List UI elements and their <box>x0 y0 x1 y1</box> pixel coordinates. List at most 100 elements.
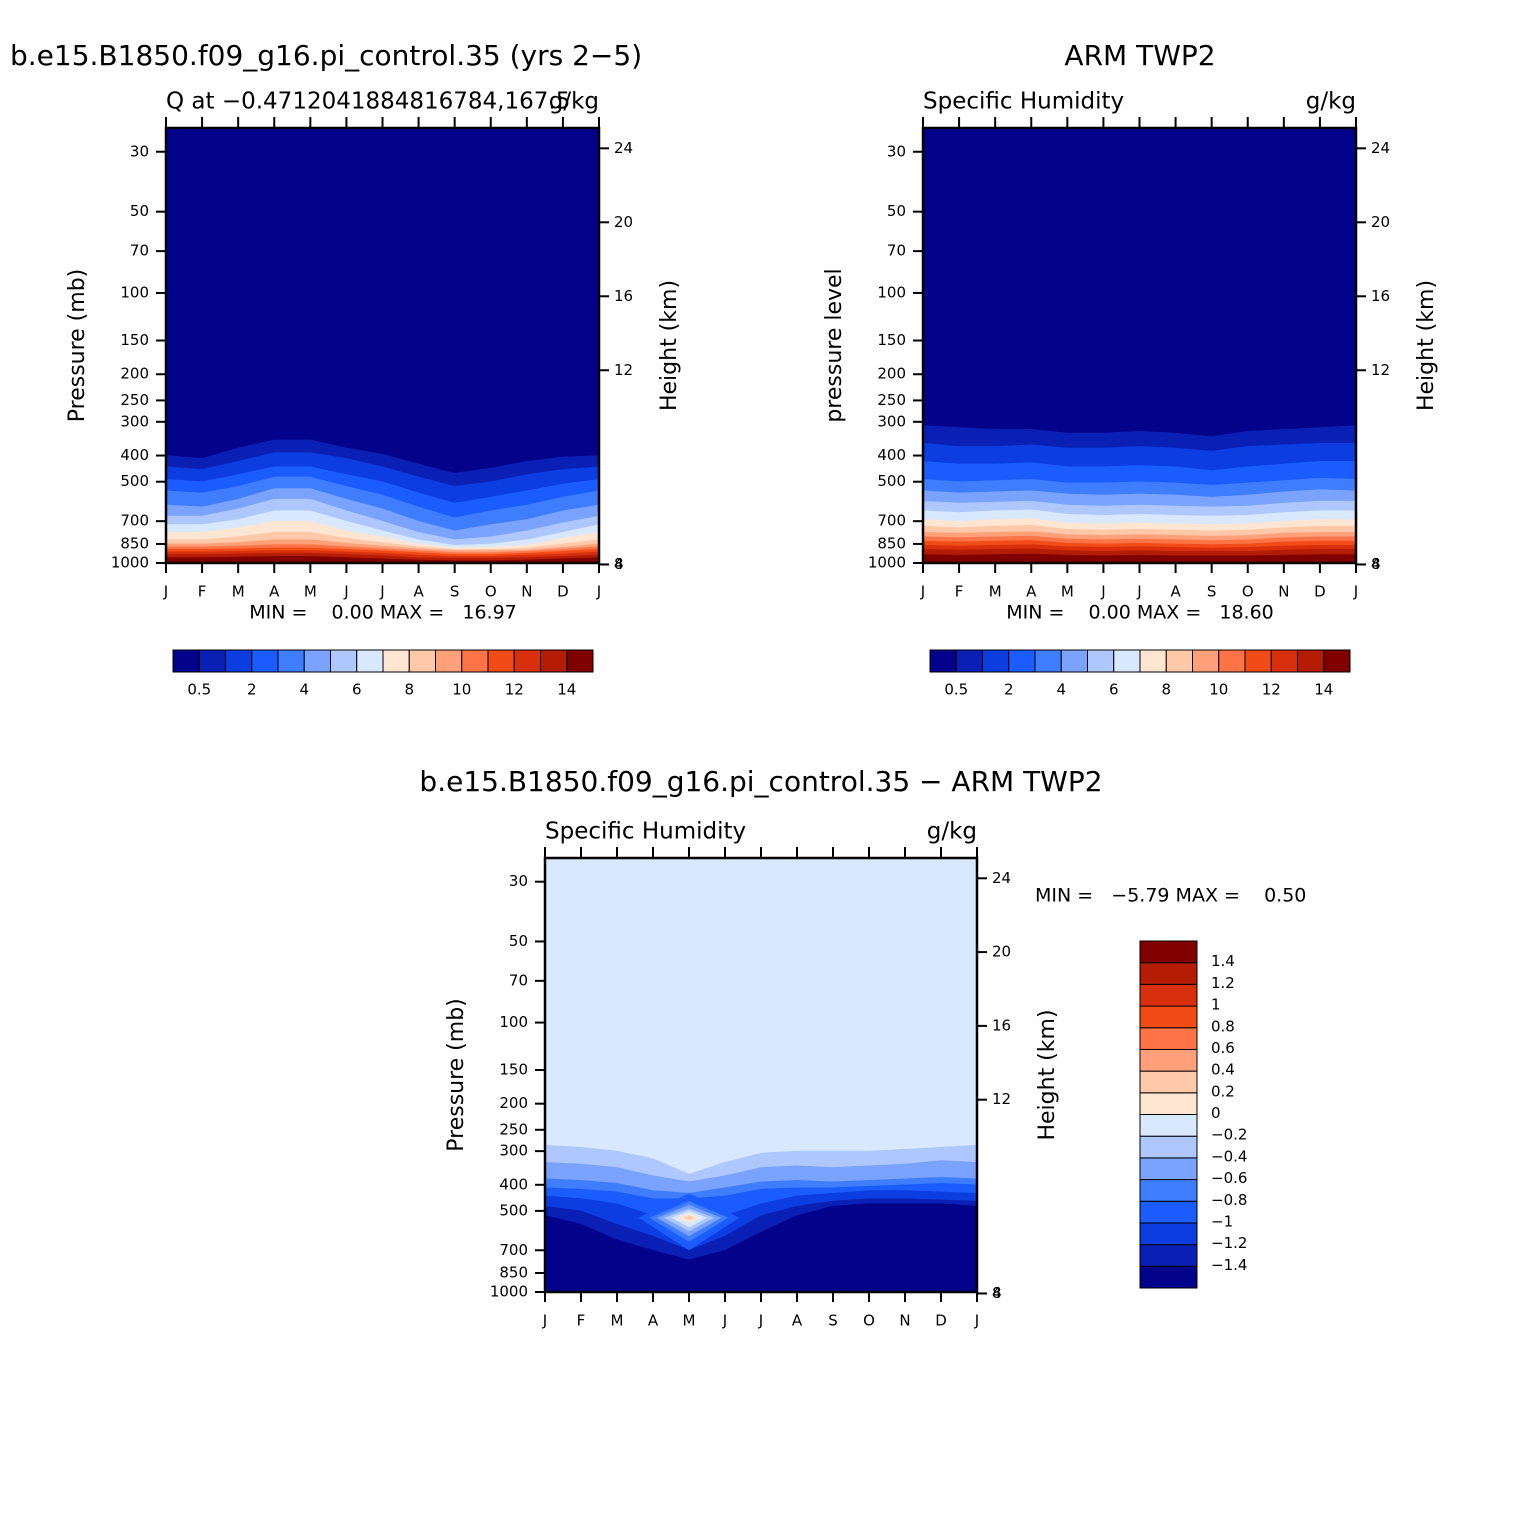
x-tick-label: A <box>1170 583 1181 601</box>
colorbar-label: 0.4 <box>1211 1061 1235 1079</box>
subtitle-left: Specific Humidity <box>545 819 746 845</box>
x-tick-label: J <box>343 583 348 601</box>
colorbar-box <box>487 649 515 673</box>
y-tick-label: 400 <box>120 446 149 464</box>
colorbar-label: 6 <box>1109 681 1119 699</box>
y2-tick-label: 4 <box>614 555 624 573</box>
y-tick-label: 850 <box>877 534 906 552</box>
x-tick-label: D <box>557 583 569 601</box>
contour-region <box>683 1215 695 1220</box>
y2-tick-label: 12 <box>614 361 633 379</box>
y-tick-label: 200 <box>120 365 149 383</box>
x-tick-label: N <box>899 1312 910 1330</box>
colorbar-label: 1 <box>1211 996 1221 1014</box>
y-tick-label: 500 <box>499 1201 528 1219</box>
y-tick-label: 150 <box>499 1061 528 1079</box>
x-tick-label: A <box>269 583 280 601</box>
y-tick-label: 100 <box>120 283 149 301</box>
y-tick-label: 50 <box>887 202 906 220</box>
contour-band <box>923 553 1356 563</box>
plot-title: b.e15.B1850.f09_g16.pi_control.35 (yrs 2… <box>10 39 642 72</box>
colorbar-box <box>1139 1114 1198 1137</box>
x-tick-label: D <box>935 1312 947 1330</box>
min-max: MIN = −5.79 MAX = 0.50 <box>1035 885 1306 907</box>
x-tick-label: F <box>198 583 207 601</box>
y2-tick-label: 16 <box>1371 287 1390 305</box>
colorbar-label: 8 <box>1161 681 1171 699</box>
subtitle-right: g/kg <box>1306 89 1356 115</box>
colorbar-label: 0.5 <box>944 681 968 699</box>
x-tick-label: A <box>413 583 424 601</box>
y-tick-label: 70 <box>130 242 149 260</box>
x-tick-label: M <box>304 583 317 601</box>
contour-field <box>545 858 977 1292</box>
y-tick-label: 1000 <box>490 1283 528 1301</box>
colorbar-box <box>251 649 279 673</box>
y2-tick-label: 4 <box>1371 555 1381 573</box>
x-tick-label: M <box>611 1312 624 1330</box>
colorbar-box <box>1218 649 1246 673</box>
x-tick-label: J <box>920 583 925 601</box>
y-tick-label: 100 <box>499 1013 528 1031</box>
y-tick-label: 300 <box>877 412 906 430</box>
colorbar-label: 14 <box>557 681 576 699</box>
colorbar-box <box>382 649 410 673</box>
x-tick-label: J <box>163 583 168 601</box>
y-tick-label: 700 <box>877 512 906 530</box>
x-tick-label: J <box>379 583 384 601</box>
colorbar-box <box>1139 1200 1198 1224</box>
colorbar-label: 0 <box>1211 1104 1221 1122</box>
y2-tick-label: 16 <box>614 287 633 305</box>
colorbar-box <box>1139 1244 1198 1267</box>
y-tick-label: 50 <box>130 202 149 220</box>
plot-title: ARM TWP2 <box>1064 39 1215 72</box>
colorbar-box <box>1139 1265 1198 1289</box>
colorbar-box <box>1244 649 1272 673</box>
y-tick-label: 30 <box>130 142 149 160</box>
x-tick-label: J <box>974 1312 979 1330</box>
colorbar-box <box>929 649 957 673</box>
x-tick-label: J <box>596 583 601 601</box>
subtitle-right: g/kg <box>927 819 977 845</box>
colorbar-box <box>1139 1157 1198 1181</box>
colorbar-box <box>955 649 983 673</box>
x-tick-label: F <box>955 583 964 601</box>
y-tick-label: 300 <box>120 412 149 430</box>
x-tick-label: S <box>1207 583 1217 601</box>
subtitle-left: Q at −0.4712041884816784,167.5 <box>166 89 570 115</box>
colorbar-box <box>1139 983 1198 1007</box>
x-tick-label: O <box>1242 583 1254 601</box>
y2-axis-label: Height (km) <box>1414 280 1439 411</box>
colorbar-box <box>1113 649 1141 673</box>
y-tick-label: 400 <box>499 1175 528 1193</box>
colorbar-box <box>1139 1048 1198 1072</box>
colorbar-label: 12 <box>1262 681 1281 699</box>
colorbar-box <box>982 649 1010 673</box>
colorbar-box <box>1139 1179 1198 1202</box>
colorbar-box <box>461 649 489 673</box>
x-tick-label: M <box>989 583 1002 601</box>
contour-field <box>166 128 599 563</box>
x-tick-label: N <box>521 583 532 601</box>
colorbar-box <box>1323 649 1351 673</box>
min-max: MIN = 0.00 MAX = 18.60 <box>1006 602 1274 624</box>
y-tick-label: 150 <box>120 331 149 349</box>
colorbar-box <box>1060 649 1088 673</box>
x-tick-label: J <box>758 1312 763 1330</box>
colorbar-label: −0.2 <box>1211 1126 1247 1144</box>
colorbar-label: −1.4 <box>1211 1256 1247 1274</box>
y2-tick-label: 24 <box>1371 139 1390 157</box>
colorbar-label: 10 <box>1209 681 1228 699</box>
y2-tick-label: 8 <box>1371 555 1381 573</box>
x-tick-label: J <box>542 1312 547 1330</box>
colorbar-box <box>303 649 331 673</box>
colorbar-box <box>435 649 463 673</box>
colorbar-box <box>1139 1070 1198 1094</box>
colorbar-label: 4 <box>1056 681 1066 699</box>
subtitle-left: Specific Humidity <box>923 89 1124 115</box>
x-tick-label: J <box>1136 583 1141 601</box>
colorbar-label: −0.6 <box>1211 1169 1247 1187</box>
y-tick-label: 70 <box>887 242 906 260</box>
